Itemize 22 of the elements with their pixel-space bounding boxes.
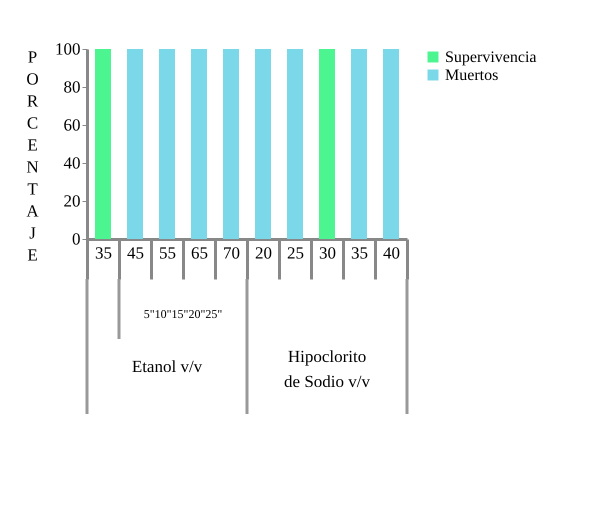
text: 5"10"15"20"25": [144, 307, 222, 321]
x-tick-label: 25: [287, 244, 304, 262]
y-tick-label: 20: [64, 192, 80, 210]
x-tick-label: 35: [95, 244, 112, 262]
x-tick-label: 35: [351, 244, 368, 262]
x-tick-label: 55: [159, 244, 176, 262]
text: Hipoclorito de Sodio v/v: [284, 347, 370, 391]
x-tick-label: 40: [383, 244, 400, 262]
x-tick-label: 20: [255, 244, 272, 262]
legend-label: Muertos: [445, 67, 498, 84]
x-tick-label: 65: [191, 244, 208, 262]
text: Etanol v/v: [132, 357, 203, 376]
y-tick-label: 60: [64, 116, 80, 134]
x-tick-label: 70: [223, 244, 240, 262]
x-tick-label: 30: [319, 244, 336, 262]
y-tick-label: 40: [64, 154, 80, 172]
text: PORCENTAJE: [26, 48, 39, 264]
y-tick-label: 0: [72, 230, 80, 248]
x-tick-label: 45: [127, 244, 144, 262]
y-tick-label: 100: [55, 40, 80, 58]
legend-label: Supervivencia: [445, 49, 537, 66]
y-tick-label: 80: [64, 78, 80, 96]
